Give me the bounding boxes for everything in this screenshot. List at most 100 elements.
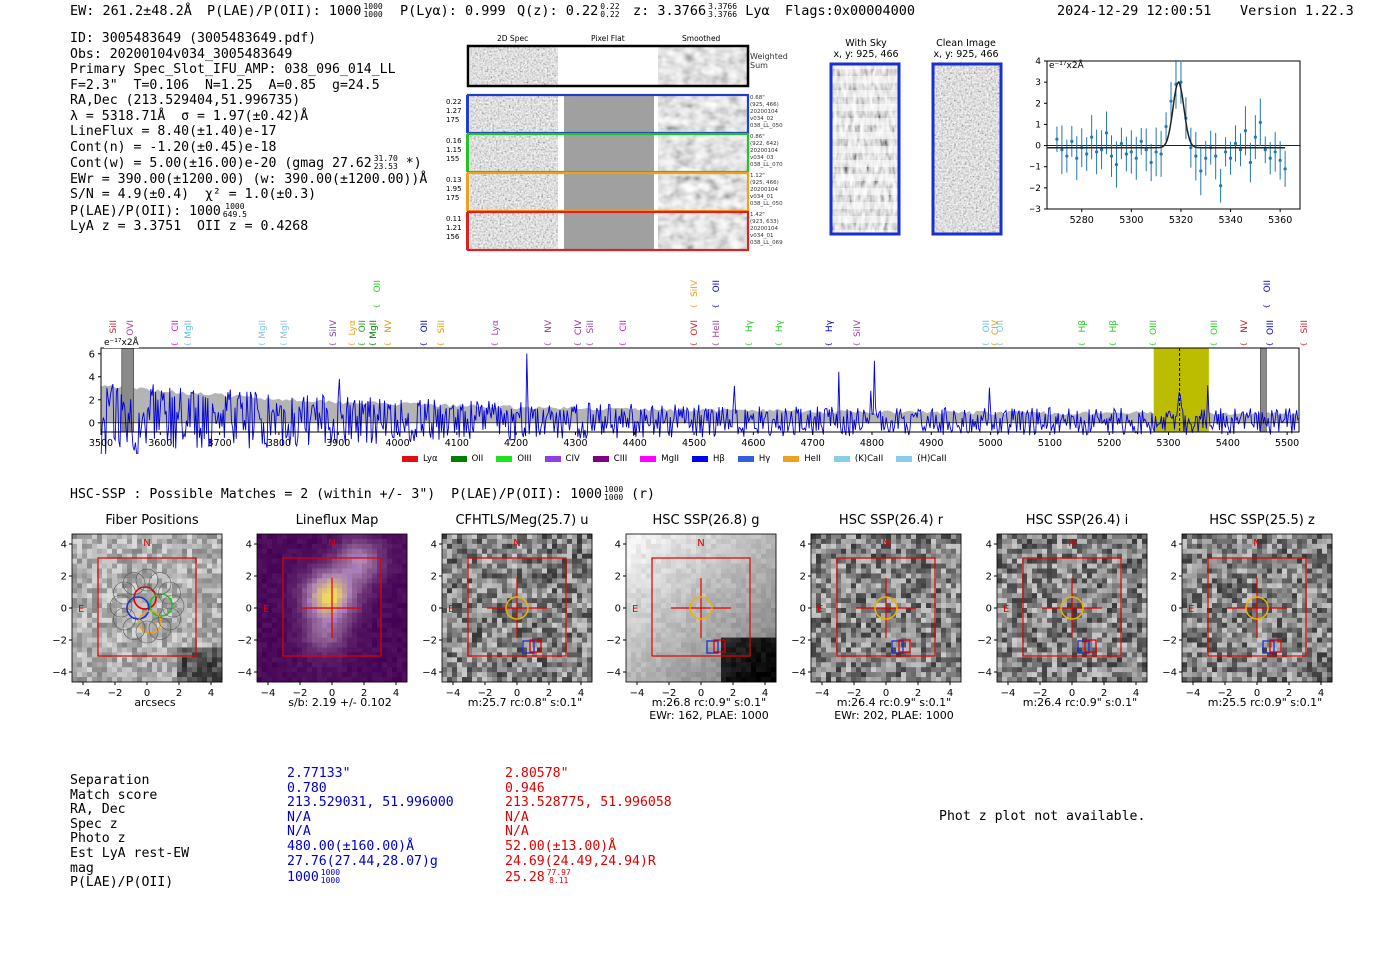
cutout-ytick-label: 4 bbox=[61, 540, 67, 551]
cutout-ytick-label: 4 bbox=[615, 540, 621, 551]
cutout-ytick-label: 2 bbox=[246, 572, 252, 583]
cutout-xtick-label: 0 bbox=[329, 688, 335, 699]
zoom-data-point bbox=[1248, 142, 1252, 183]
spectrum-xtick-label: 3900 bbox=[326, 438, 350, 449]
emission-line-label: Hβ bbox=[1077, 320, 1088, 333]
spectrum-xtick-label: 5300 bbox=[1156, 438, 1180, 449]
spectrum-xtick-label: 4500 bbox=[682, 438, 706, 449]
cutout-title: HSC SSP(25.5) z bbox=[1209, 513, 1315, 528]
zoom-data-point bbox=[1065, 139, 1069, 173]
stack-col-label: Pixel Flat bbox=[591, 34, 625, 43]
fiber-circle-outline bbox=[158, 581, 181, 605]
clean-image bbox=[931, 62, 1003, 236]
cutout-ytick-label: 4 bbox=[431, 540, 437, 551]
zoom-data-point bbox=[1075, 136, 1079, 181]
match-table-cell: 2.77133" bbox=[287, 766, 351, 781]
cutout-xtick-label: −4 bbox=[630, 688, 645, 699]
spectra-stack bbox=[466, 44, 750, 252]
cutout-pixels bbox=[997, 534, 1148, 683]
spectrum-ytick-label: 4 bbox=[89, 372, 95, 383]
legend-swatch bbox=[692, 456, 709, 462]
match-table-labels: Separation Match score RA, Dec Spec z Photo … bbox=[70, 773, 190, 891]
match-box-red bbox=[1269, 639, 1282, 653]
cutout-title: HSC SSP(26.4) i bbox=[1025, 513, 1129, 528]
match-table-col1: 2.77133" 0.780 213.529031, 51.996000 N/A N/A… bbox=[287, 766, 454, 886]
match-table-cell: N/A bbox=[505, 824, 529, 840]
match-table-label: mag bbox=[70, 860, 94, 876]
cutout-pixels bbox=[442, 534, 593, 683]
clean-image-title: Clean Image x, y: 925, 466 bbox=[933, 38, 999, 60]
legend-item: HeII bbox=[783, 454, 821, 464]
emission-line-label: Hγ bbox=[825, 320, 836, 333]
cutout-xtick-label: 2 bbox=[1286, 688, 1292, 699]
detection-circle bbox=[1060, 596, 1084, 620]
legend-swatch bbox=[450, 456, 467, 462]
cutout-image: N E 4 2 0 −2 −4 −4 −2 0 2 4 bbox=[791, 533, 962, 699]
emission-line-label: MgII bbox=[280, 320, 291, 339]
zoom-data-point bbox=[1169, 81, 1173, 121]
legend-item: Hβ bbox=[692, 454, 725, 464]
match-table-label: Match score bbox=[70, 787, 158, 803]
info-fiber: F=2.3" T=0.106 N=1.25 A=0.85 g=24.5 bbox=[70, 77, 380, 93]
weighted-sum-label: Weighted Sum bbox=[750, 52, 788, 70]
cutout-caption: m:26.4 rc:0.9" s:0.1" bbox=[985, 696, 1175, 709]
cutout-caption-line: s/b: 2.19 +/- 0.102 bbox=[288, 696, 392, 709]
cutout-ytick-label: 0 bbox=[615, 604, 621, 615]
fiber-circle-outline bbox=[148, 572, 172, 595]
info-contn: Cont(n) = -1.20(±0.45)e-18 bbox=[70, 139, 277, 155]
cutout-xtick-label: −2 bbox=[1033, 688, 1048, 699]
exposure-rows bbox=[466, 93, 750, 252]
match-table-cell: N/A bbox=[287, 824, 311, 840]
aperture-box bbox=[1022, 557, 1122, 657]
zoom-data-point bbox=[1204, 140, 1208, 176]
stack-row-stats: 0.11 1.21 156 bbox=[446, 215, 462, 241]
cutout-ytick-label: −2 bbox=[237, 636, 252, 647]
cutout-pixels bbox=[257, 534, 408, 683]
match-table-label: P(LAE)/P(OII) bbox=[70, 875, 174, 891]
aperture-box bbox=[1207, 557, 1307, 657]
cutout-xtick-label: −4 bbox=[1186, 688, 1201, 699]
zoom-data-point bbox=[1238, 133, 1243, 167]
cutout-caption: m:26.8 rc:0.9" s:0.1" EWr: 162, PLAE: 100… bbox=[614, 696, 804, 722]
spectrum-xtick-label: 5200 bbox=[1097, 438, 1121, 449]
cutout-ytick-label: −4 bbox=[52, 668, 67, 679]
cutout-xtick-label: 4 bbox=[947, 688, 953, 699]
hsc-summary: HSC-SSP : Possible Matches = 2 (within +… bbox=[70, 485, 655, 503]
legend-label: Hγ bbox=[758, 454, 771, 464]
spectrum-flux-line bbox=[100, 353, 1300, 454]
emission-line-label: OII bbox=[420, 320, 430, 333]
zoom-ytick-label: 0 bbox=[1035, 142, 1041, 152]
emission-line-label: SiII bbox=[437, 320, 448, 334]
spectrum-xtick-label: 5100 bbox=[1038, 438, 1062, 449]
detection-circle bbox=[874, 596, 898, 620]
cutout-xtick-label: −2 bbox=[662, 688, 677, 699]
cutout-ytick-label: 0 bbox=[246, 604, 252, 615]
sky-images bbox=[829, 62, 1003, 236]
info-sn: S/N = 4.9(±0.4) χ² = 1.0(±0.3) bbox=[70, 187, 317, 202]
spectrum-xtick-label: 5000 bbox=[979, 438, 1003, 449]
zoom-data-point bbox=[1070, 125, 1074, 157]
legend-label: Lyα bbox=[423, 454, 438, 464]
stack-row-stats: 0.13 1.95 175 bbox=[446, 176, 462, 202]
legend-label: CIV bbox=[565, 454, 580, 464]
match-table-cell: 27.76(27.44,28.07)g bbox=[287, 853, 438, 869]
east-label: E bbox=[448, 604, 454, 615]
east-label: E bbox=[632, 604, 638, 615]
cutout-ytick-label: −2 bbox=[1162, 636, 1177, 647]
cutout-ytick-label: 0 bbox=[431, 604, 437, 615]
info-redshifts: LyA z = 3.3751 OII z = 0.4268 bbox=[70, 219, 309, 234]
cutout-xtick-label: −4 bbox=[446, 688, 461, 699]
cutout-ytick-label: −4 bbox=[422, 668, 437, 679]
emission-line-bracket: { bbox=[1263, 304, 1272, 309]
info-ewr: EWr = 390.00(±1200.00) (w: 390.00(±1200.… bbox=[70, 171, 428, 187]
zoom-xtick-label: 5320 bbox=[1169, 215, 1193, 226]
with-sky-image bbox=[829, 62, 901, 236]
aperture-box bbox=[467, 557, 567, 657]
match-table-cell: 0.780 bbox=[287, 780, 327, 796]
cutout-ytick-label: 2 bbox=[800, 572, 806, 583]
cutout-ytick-label: −4 bbox=[1162, 668, 1177, 679]
east-label: E bbox=[78, 604, 84, 615]
cutout-ytick-label: −4 bbox=[977, 668, 992, 679]
match-table-label: Est LyA rest-EW bbox=[70, 845, 190, 861]
cutout-pixels bbox=[811, 534, 962, 683]
